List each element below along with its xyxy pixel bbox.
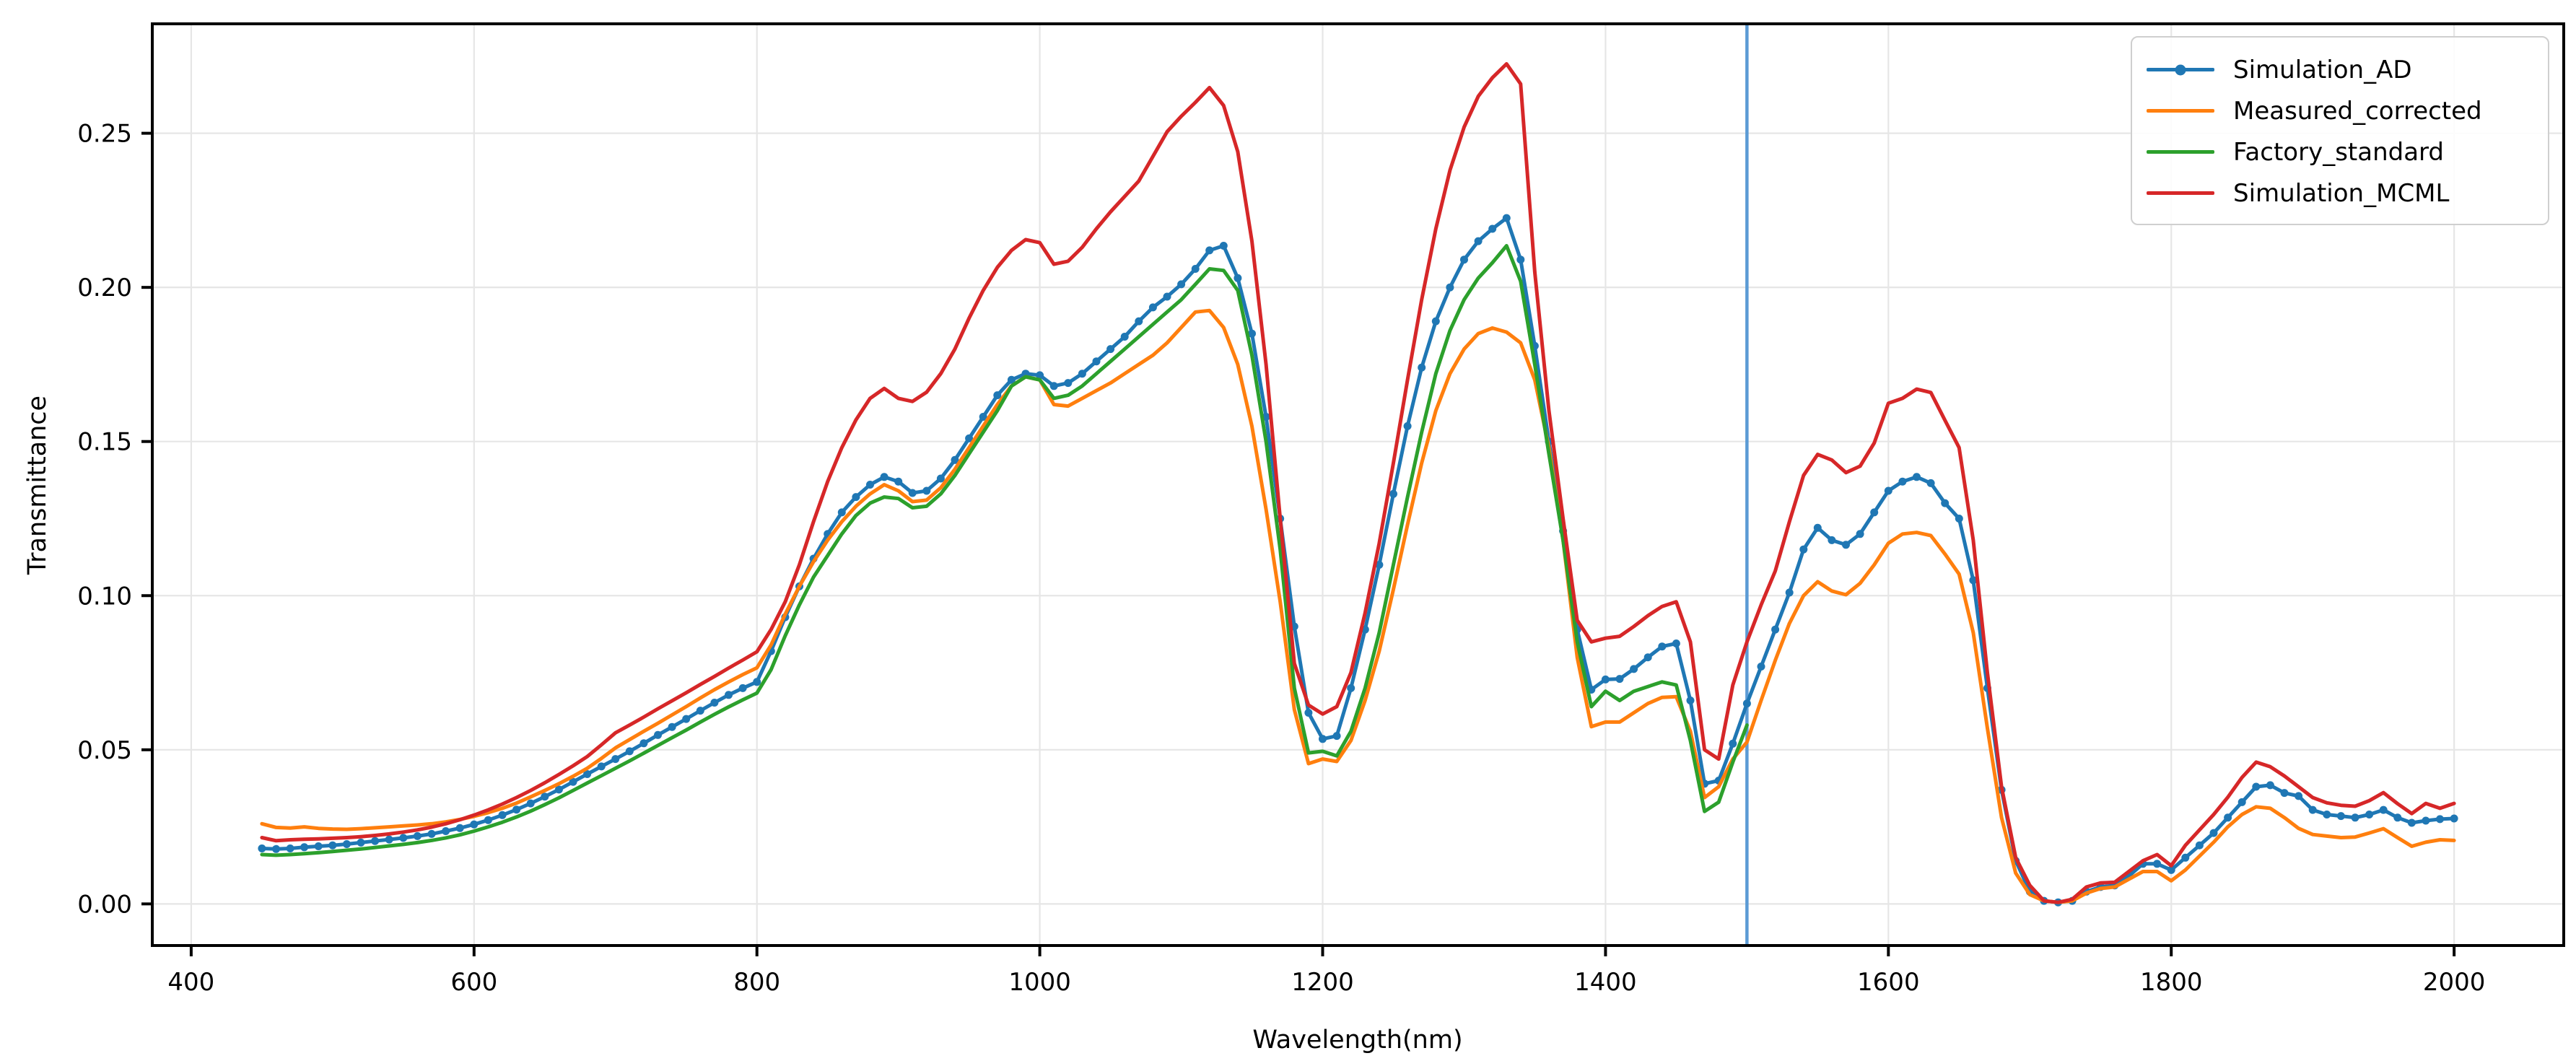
svg-text:600: 600 <box>450 968 497 997</box>
svg-text:2000: 2000 <box>2423 968 2486 997</box>
axis-ticks <box>141 131 2456 956</box>
svg-text:0.25: 0.25 <box>77 120 132 149</box>
svg-text:800: 800 <box>733 968 780 997</box>
svg-text:0.10: 0.10 <box>77 582 132 611</box>
legend-label: Simulation_AD <box>2233 55 2412 84</box>
legend-item-simulation-ad: Simulation_AD <box>2147 49 2533 90</box>
svg-text:1800: 1800 <box>2140 968 2203 997</box>
svg-text:1000: 1000 <box>1008 968 1071 997</box>
data-series <box>258 62 2458 907</box>
svg-text:0.15: 0.15 <box>77 428 132 457</box>
legend-line-sample-icon <box>2147 64 2214 75</box>
gridlines <box>152 24 2564 946</box>
svg-text:0.00: 0.00 <box>77 890 132 919</box>
plot-border <box>151 22 2565 947</box>
x-axis-label: Wavelength(nm) <box>1252 1026 1463 1055</box>
legend-item-factory-standard: Factory_standard <box>2147 131 2533 173</box>
legend-marker-dot-icon <box>2175 64 2186 75</box>
svg-text:1400: 1400 <box>1574 968 1637 997</box>
legend-line-sample-icon <box>2147 108 2214 113</box>
svg-text:1600: 1600 <box>1857 968 1920 997</box>
svg-text:400: 400 <box>167 968 214 997</box>
legend-line-sample-icon <box>2147 191 2214 196</box>
legend-item-simulation-mcml: Simulation_MCML <box>2147 173 2533 214</box>
svg-text:0.20: 0.20 <box>77 274 132 302</box>
y-axis-label: Transmittance <box>23 395 52 575</box>
legend-item-measured-corrected: Measured_corrected <box>2147 90 2533 131</box>
svg-text:0.05: 0.05 <box>77 736 132 765</box>
legend-label: Factory_standard <box>2233 137 2445 167</box>
svg-text:1200: 1200 <box>1291 968 1354 997</box>
axis-tick-labels: 400 600 800 1000 1200 1400 1600 1800 2000 0.00 0.0… <box>77 120 2485 997</box>
legend: Simulation_AD Measured_corrected Factory… <box>2131 36 2549 225</box>
legend-line-sample-icon <box>2147 149 2214 154</box>
legend-label: Measured_corrected <box>2233 96 2482 126</box>
legend-label: Simulation_MCML <box>2233 178 2450 208</box>
